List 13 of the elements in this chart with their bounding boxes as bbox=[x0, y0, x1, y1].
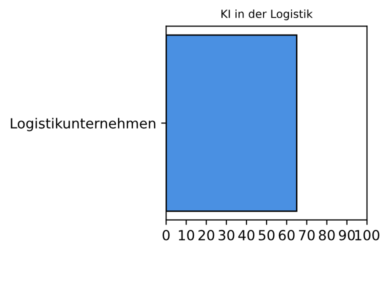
y-tick-label: Logistikunternehmen bbox=[10, 118, 156, 132]
x-tick-label: 20 bbox=[198, 230, 214, 240]
x-tick-label: 30 bbox=[218, 230, 234, 240]
x-tick-label: 100 bbox=[355, 230, 380, 240]
x-tick-label: 90 bbox=[338, 230, 355, 240]
x-tick-label: 50 bbox=[258, 230, 274, 240]
x-tick-label: 60 bbox=[278, 230, 295, 240]
chart-title: KI in der Logistik bbox=[221, 9, 313, 20]
x-tick-label: 80 bbox=[318, 230, 335, 240]
x-tick-label: 0 bbox=[162, 230, 170, 240]
x-tick-label: 70 bbox=[299, 230, 315, 240]
x-tick-label: 40 bbox=[238, 230, 254, 240]
x-tick-label: 10 bbox=[178, 230, 194, 240]
